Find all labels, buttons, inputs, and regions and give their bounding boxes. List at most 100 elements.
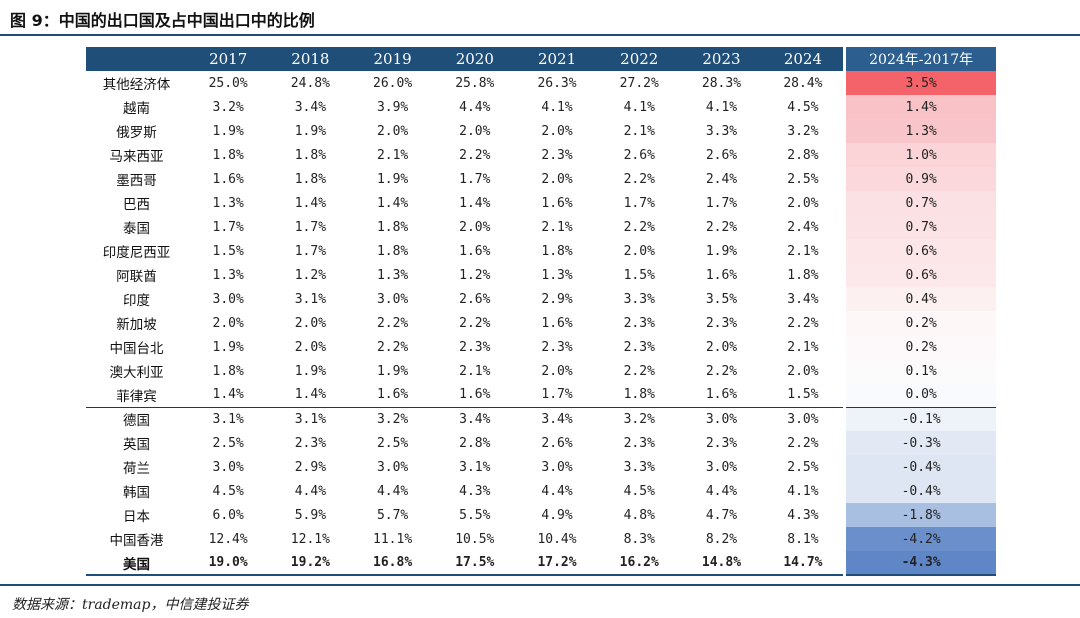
country-name-cell: 印度尼西亚 <box>102 245 171 261</box>
change-value-cell: -1.8% <box>843 503 996 527</box>
share-value-cell: 2.0% <box>294 339 327 355</box>
change-value-cell: -0.1% <box>843 406 996 431</box>
share-value-cell: 4.1% <box>541 99 573 115</box>
table-row: 新加坡 2.0% 2.0% 2.2% 2.2% 1.6% 2.3% 2.3% 2.2% 0.2% <box>86 311 996 335</box>
table-row: 马来西亚 1.8% 1.8% 2.1% 2.2% 2.3% 2.6% 2.6% 2.8% 1.0% <box>86 143 996 167</box>
share-value-cell: 14.8% <box>680 551 763 576</box>
share-value-cell: 4.8% <box>623 507 655 523</box>
share-value-cell: 3.4% <box>515 406 599 431</box>
share-value-cell: 2.3% <box>705 315 738 331</box>
share-value-cell: 10.4% <box>537 531 577 547</box>
share-value-cell: 4.4% <box>459 99 491 115</box>
share-value-cell: 1.4% <box>459 195 491 211</box>
share-value-cell: 2.1% <box>376 147 409 163</box>
country-name-cell: 日本 <box>123 509 151 525</box>
share-value-cell: 1.8% <box>212 363 244 379</box>
share-value-cell: 5.9% <box>294 507 327 523</box>
table-row: 菲律宾 1.4% 1.4% 1.6% 1.6% 1.7% 1.8% 1.6% 1.5% 0.0% <box>86 383 996 407</box>
share-value-cell: 2.3% <box>623 315 655 331</box>
share-value-cell: 2.2% <box>459 315 491 331</box>
share-value-cell: 3.2% <box>351 406 434 431</box>
share-value-cell: 1.6% <box>705 387 738 403</box>
share-value-cell: 1.9% <box>294 123 327 139</box>
share-value-cell: 3.3% <box>705 123 738 139</box>
change-value-cell: -0.4% <box>843 455 996 479</box>
country-name-cell: 美国 <box>86 551 188 576</box>
share-value-cell: 4.1% <box>705 99 738 115</box>
table-row: 德国 3.1% 3.1% 3.2% 3.4% 3.4% 3.2% 3.0% 3.0% -0.1% <box>86 406 996 431</box>
share-value-cell: 1.6% <box>541 195 573 211</box>
share-value-cell: 2.0% <box>459 219 491 235</box>
share-value-cell: 2.8% <box>459 435 491 451</box>
change-value-cell: 0.9% <box>843 167 996 191</box>
share-value-cell: 3.0% <box>212 459 244 475</box>
share-value-cell: 4.1% <box>787 483 819 499</box>
change-value-cell: 0.6% <box>843 263 996 287</box>
share-value-cell: 2.9% <box>541 291 573 307</box>
country-name-cell: 泰国 <box>123 221 151 237</box>
share-value-cell: 12.1% <box>290 531 330 547</box>
country-name-cell: 马来西亚 <box>109 149 164 165</box>
share-value-cell: 1.5% <box>787 387 819 403</box>
share-value-cell: 1.9% <box>212 123 244 139</box>
share-value-cell: 3.0% <box>376 291 409 307</box>
share-value-cell: 3.0% <box>376 459 409 475</box>
share-value-cell: 2.0% <box>705 339 738 355</box>
country-name-cell: 德国 <box>86 406 188 431</box>
share-value-cell: 17.5% <box>433 551 516 576</box>
share-value-cell: 3.1% <box>459 459 491 475</box>
share-value-cell: 28.3% <box>701 75 742 91</box>
share-value-cell: 1.7% <box>212 219 244 235</box>
change-value-cell: 0.2% <box>843 335 996 359</box>
header-row: 2017 2018 2019 2020 2021 2022 2023 2024 … <box>86 47 996 71</box>
title-rule <box>0 34 1080 36</box>
share-value-cell: 2.1% <box>787 243 819 259</box>
share-value-cell: 2.4% <box>787 219 819 235</box>
share-value-cell: 2.3% <box>623 339 655 355</box>
share-value-cell: 3.2% <box>598 406 681 431</box>
share-value-cell: 2.5% <box>787 459 819 475</box>
share-value-cell: 1.9% <box>376 363 409 379</box>
table-row: 中国台北 1.9% 2.0% 2.2% 2.3% 2.3% 2.3% 2.0% 2.1% 0.2% <box>86 335 996 359</box>
share-value-cell: 2.0% <box>787 363 819 379</box>
share-value-cell: 1.4% <box>294 387 327 403</box>
share-value-cell: 4.4% <box>541 483 573 499</box>
change-value-cell: 0.6% <box>843 239 996 263</box>
share-value-cell: 2.1% <box>541 219 573 235</box>
table-row: 中国香港 12.4% 12.1% 11.1% 10.5% 10.4% 8.3% 8.2% 8.1… <box>86 527 996 551</box>
share-value-cell: 2.2% <box>376 315 409 331</box>
share-value-cell: 1.8% <box>376 243 409 259</box>
share-value-cell: 4.5% <box>623 483 655 499</box>
share-value-cell: 1.2% <box>294 267 327 283</box>
share-value-cell: 2.3% <box>294 435 327 451</box>
share-value-cell: 2.1% <box>623 123 655 139</box>
share-value-cell: 10.5% <box>455 531 495 547</box>
header-cell-year: 2021 <box>515 47 599 71</box>
share-value-cell: 2.0% <box>623 243 655 259</box>
table-row: 澳大利亚 1.8% 1.9% 1.9% 2.1% 2.0% 2.2% 2.2% 2.0% 0.1% <box>86 359 996 383</box>
share-value-cell: 2.0% <box>376 123 409 139</box>
change-value-cell: 0.7% <box>843 191 996 215</box>
share-value-cell: 2.2% <box>623 171 655 187</box>
share-value-cell: 1.6% <box>376 387 409 403</box>
share-value-cell: 1.8% <box>541 243 573 259</box>
share-value-cell: 1.3% <box>212 195 244 211</box>
share-value-cell: 2.4% <box>705 171 738 187</box>
share-value-cell: 3.0% <box>705 459 738 475</box>
share-value-cell: 28.4% <box>783 75 823 91</box>
share-value-cell: 1.7% <box>541 387 573 403</box>
share-value-cell: 3.1% <box>187 406 270 431</box>
change-value-cell: 1.3% <box>843 119 996 143</box>
share-value-cell: 2.5% <box>787 171 819 187</box>
table-row: 英国 2.5% 2.3% 2.5% 2.8% 2.6% 2.3% 2.3% 2.2% -0.3% <box>86 431 996 455</box>
change-value-cell: 0.4% <box>843 287 996 311</box>
share-value-cell: 3.9% <box>376 99 409 115</box>
header-cell-year: 2017 <box>187 47 270 71</box>
table-row: 越南 3.2% 3.4% 3.9% 4.4% 4.1% 4.1% 4.1% 4.5% 1.4% <box>86 95 996 119</box>
share-value-cell: 2.3% <box>459 339 491 355</box>
share-value-cell: 2.3% <box>541 339 573 355</box>
share-value-cell: 1.4% <box>212 387 244 403</box>
share-value-cell: 26.0% <box>373 75 413 91</box>
country-name-cell: 俄罗斯 <box>116 125 157 141</box>
share-value-cell: 2.6% <box>623 147 655 163</box>
